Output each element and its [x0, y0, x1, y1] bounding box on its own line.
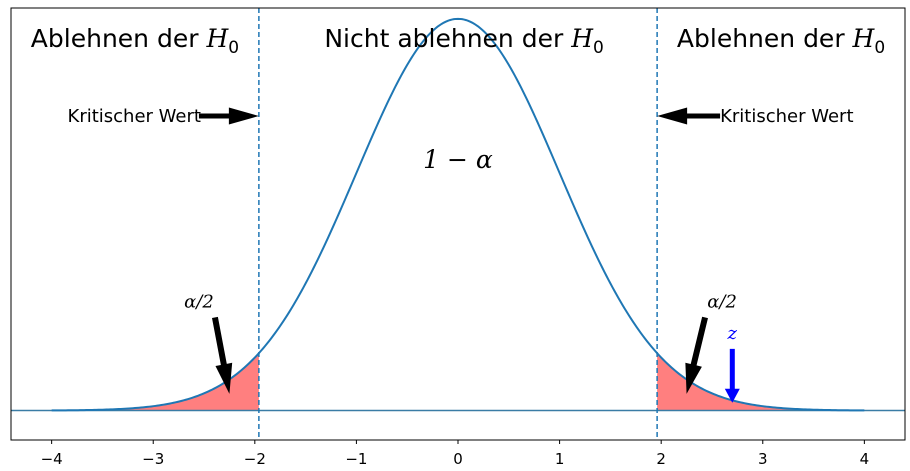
- plot-background: [11, 8, 905, 440]
- critical-right-arrow: [657, 107, 721, 125]
- right-tail-area: [657, 353, 865, 411]
- alpha-right-label: α/2: [707, 291, 737, 312]
- x-tick-label: 1: [555, 450, 565, 468]
- x-tick-label: 0: [453, 450, 463, 468]
- z-marker-arrow: [724, 348, 740, 403]
- region-label-center: Nicht ablehnen der H0: [324, 24, 603, 58]
- left-tail-area: [51, 353, 259, 411]
- x-tick-label: 4: [860, 450, 870, 468]
- x-tick-label: −4: [41, 450, 63, 468]
- density-curve: [51, 17, 865, 412]
- critical-right-label: Kritischer Wert: [720, 106, 853, 127]
- critical-left-arrow: [198, 107, 259, 125]
- alpha-left-arrow: [212, 316, 233, 394]
- z-marker-label: z: [727, 323, 738, 344]
- x-tick-label: −3: [142, 450, 164, 468]
- alpha-right-arrow: [685, 316, 708, 394]
- region-label-left: Ablehnen der H0: [31, 24, 239, 58]
- x-tick-label: −2: [244, 450, 266, 468]
- x-tick-label: −1: [345, 450, 367, 468]
- critical-left-label: Kritischer Wert: [68, 106, 201, 127]
- center-probability-label: 1 − α: [423, 145, 493, 174]
- x-tick-label: 2: [656, 450, 666, 468]
- region-label-right: Ablehnen der H0: [677, 24, 885, 58]
- x-tick-label: 3: [758, 450, 768, 468]
- alpha-left-label: α/2: [184, 291, 214, 312]
